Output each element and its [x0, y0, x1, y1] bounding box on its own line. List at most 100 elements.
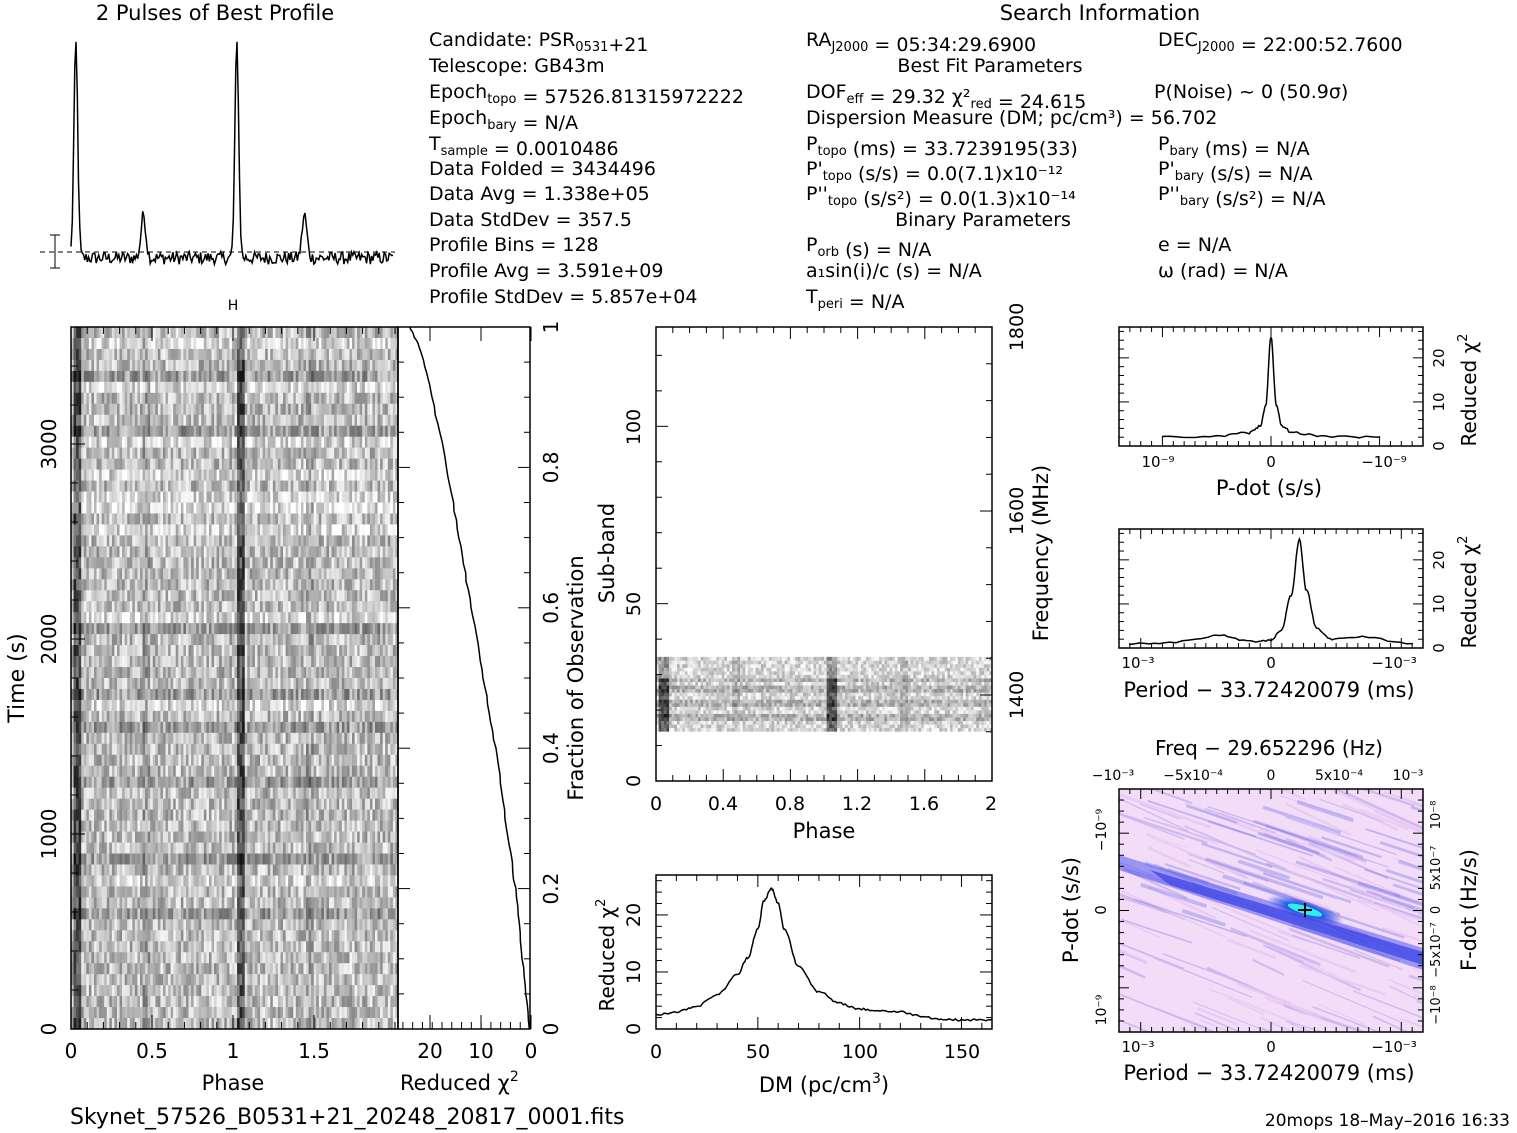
dm-tick-0: 0 [650, 1041, 662, 1063]
period-chi-panel: 10⁻³ 0 −10⁻³ Period − 33.72420079 (ms) 0… [1118, 528, 1481, 702]
period-tick-0: 0 [1266, 654, 1276, 672]
rc-tick-10: 10 [468, 1039, 493, 1063]
dm-tick-100: 100 [842, 1041, 878, 1063]
info-col1-line-10: Profile StdDev = 5.857e+04 [429, 286, 697, 308]
filename: Skynet_57526_B0531+21_20248_20817_0001.f… [70, 1105, 624, 1130]
sb-y-tick-100: 100 [623, 409, 645, 445]
p-pdot-xlabel: Period − 33.72420079 (ms) [1123, 1061, 1414, 1085]
dm-chi-curve [655, 887, 993, 1022]
period-chi-ticks [1118, 529, 1424, 649]
time-tick-3000: 3000 [37, 419, 61, 470]
fraction-tick-5: 1 [539, 321, 563, 334]
fraction-tick-4: 0.8 [539, 451, 563, 483]
redchi-time-xlabel: Reduced χ2 [400, 1069, 519, 1095]
p-pdot-heatmap [1119, 789, 1423, 1032]
info-col3-line-3: P'bary (s/s) = N/A [1158, 158, 1313, 185]
dm-chi-ylabel: Reduced χ2 [594, 899, 619, 1012]
best-fit-marker [1298, 903, 1312, 917]
profile-curve [70, 41, 394, 268]
freq-tick-1800: 1800 [1006, 303, 1028, 351]
fdot-tick-5e-7: 5x10⁻⁷ [1429, 846, 1444, 891]
info-col1-line-8: Profile Bins = 128 [429, 234, 599, 256]
p-pdot-panel: Freq − 29.652296 (Hz) −10⁻³ −5x10⁻⁴ 0 5x… [1059, 736, 1481, 1085]
info-col2-line-3: Ptopo (ms) = 33.7239195(33) [806, 133, 1078, 160]
info-col2-line-6: Porb (s) = N/A [806, 234, 931, 261]
rc-tick-0: 0 [525, 1039, 538, 1063]
info-col3-line-2: Pbary (ms) = N/A [1158, 133, 1310, 160]
info-col1-line-0: Candidate: PSR0531+21 [429, 29, 649, 56]
fdot-tick-m1e-8: −10⁻⁸ [1429, 985, 1444, 1025]
p-pdot-band-inner [1150, 870, 1423, 965]
time-phase-ylabel: Time (s) [5, 633, 30, 723]
frequency-ylabel: Frequency (MHz) [1029, 465, 1053, 641]
info-col1-line-7: Data StdDev = 357.5 [429, 209, 632, 231]
rc-tick-20: 20 [417, 1039, 442, 1063]
pdot-chi-frame [1118, 326, 1424, 447]
pdot-chi-ticks [1118, 327, 1424, 447]
redchi-time-panel: 20 10 0 Reduced χ2 0 0.2 0.4 0.6 0.8 1 Fracti… [397, 321, 588, 1095]
pd-y-tick-10: 10 [1430, 392, 1448, 411]
sb-x-tick-04: 0.4 [708, 793, 738, 815]
sb-x-tick-16: 1.6 [909, 793, 939, 815]
pe-y-tick-0: 0 [1430, 643, 1448, 653]
sb-x-tick-08: 0.8 [775, 793, 805, 815]
info-block: Search Information Best Fit Parameters B… [895, 1, 1200, 231]
time-tick-1000: 1000 [37, 809, 61, 860]
phase-tick-1: 1 [227, 1039, 240, 1063]
search-info-title: Search Information [1000, 1, 1200, 25]
freq-tick-m5e-4: −5x10⁻⁴ [1163, 768, 1223, 784]
footer-stamp: 20mops 18–May–2016 16:33 [1265, 1111, 1510, 1131]
info-col1-line-5: Data Folded = 3434496 [429, 158, 656, 180]
subband-ylabel: Sub-band [595, 503, 619, 603]
pdot-chi-ylabel: Reduced χ2 [1456, 334, 1481, 447]
info-col2-line-1: DOFeff = 29.32 χ²red = 24.615 [806, 81, 1086, 113]
pp-x-tick-left: 10⁻³ [1121, 1038, 1154, 1056]
dm-chi-frame [655, 874, 993, 1030]
pdot-tick-0: 0 [1266, 453, 1276, 471]
info-col3-line-5: e = N/A [1158, 234, 1231, 256]
best-fit-title: Best Fit Parameters [897, 55, 1082, 77]
fraction-ticks: 0 0.2 0.4 0.6 0.8 1 [398, 321, 563, 1036]
sb-y-tick-50: 50 [623, 592, 645, 616]
info-col3-line-6: ω (rad) = N/A [1158, 260, 1288, 282]
freq-tick-1600: 1600 [1006, 487, 1028, 535]
info-col2-line-2: Dispersion Measure (DM; pc/cm³) = 56.702 [806, 107, 1217, 129]
subband-phase-xlabel: Phase [793, 819, 856, 843]
info-col1-line-2: Epochtopo = 57526.81315972222 [429, 81, 744, 108]
info-col3-line-1: P(Noise) ~ 0 (50.9σ) [1154, 81, 1348, 103]
pd-y-tick-20: 20 [1430, 348, 1448, 367]
fraction-tick-3: 0.6 [539, 592, 563, 624]
fraction-tick-1: 0.2 [539, 873, 563, 905]
sb-x-tick-0: 0 [650, 793, 662, 815]
p-pdot-ylabel: P-dot (s/s) [1059, 857, 1083, 963]
phase-tick-0: 0 [65, 1039, 78, 1063]
period-chi-curve [1129, 536, 1413, 646]
info-col2-line-5: P''topo (s/s²) = 0.0(1.3)x10⁻¹⁴ [806, 183, 1076, 210]
pe-y-tick-20: 20 [1430, 550, 1448, 569]
period-chi-frame [1118, 528, 1424, 649]
sb-y-tick-0: 0 [623, 775, 645, 787]
profile-title: 2 Pulses of Best Profile [96, 1, 334, 25]
info-col1-line-9: Profile Avg = 3.591e+09 [429, 260, 664, 282]
dm-y-tick-0: 0 [623, 1023, 645, 1035]
time-phase-panel: H 0 0.5 1 1.5 Phase 0 1000 2000 3000 Tim… [5, 298, 399, 1095]
top-marker-h: H [228, 298, 239, 314]
fraction-tick-0: 0 [539, 1023, 563, 1036]
dm-chi-panel: 0 50 100 150 DM (pc/cm3) 0 10 20 Reduced… [594, 874, 993, 1097]
pdot-tick-right: −10⁻⁹ [1361, 453, 1407, 471]
pdot-chi-curve [1162, 335, 1380, 439]
period-chi-xlabel: Period − 33.72420079 (ms) [1123, 678, 1414, 702]
dm-chi-ticks [655, 875, 992, 1030]
pe-y-tick-10: 10 [1430, 594, 1448, 613]
info-col2-line-4: P'topo (s/s) = 0.0(7.1)x10⁻¹² [806, 158, 1063, 185]
subband-phase-panel: 0 0.4 0.8 1.2 1.6 2 Phase 0 50 100 Sub-b… [595, 303, 1053, 843]
subband-phase-heatmap [656, 656, 992, 732]
pp-x-tick-right: −10⁻³ [1371, 1038, 1417, 1056]
freq-tick-5e-4: 5x10⁻⁴ [1315, 768, 1363, 784]
sb-x-tick-2: 2 [985, 793, 997, 815]
fdot-tick-1e-8: 10⁻⁸ [1429, 801, 1444, 830]
fdot-tick-0: 0 [1429, 906, 1444, 914]
binary-params-title: Binary Parameters [895, 209, 1071, 231]
